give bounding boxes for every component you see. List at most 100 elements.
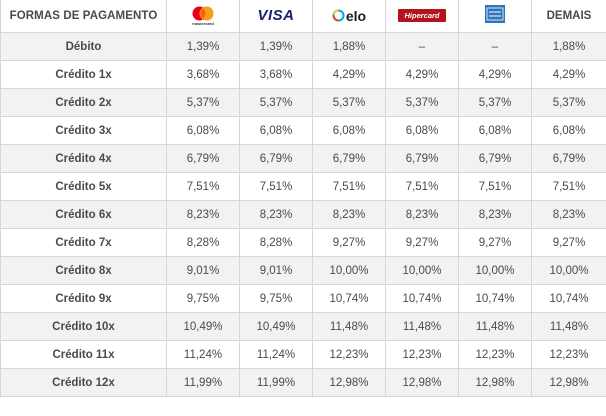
elo-rate-cell: 5,37% (312, 88, 386, 117)
visa-rate-cell: 9,01% (239, 256, 313, 285)
row-label: Crédito 10x (0, 312, 167, 341)
mastercard-rate-cell: 6,79% (166, 144, 240, 173)
elo-ring-icon (332, 9, 345, 22)
hipercard-rate-cell: 10,00% (385, 256, 459, 285)
amex-rate-cell: 5,37% (458, 88, 532, 117)
amex-rate-cell: 11,48% (458, 312, 532, 341)
table-row: Crédito 11x 11,24% 11,24% 12,23% 12,23% 12,23… (0, 340, 606, 369)
row-label: Crédito 6x (0, 200, 167, 229)
demais-rate-cell: 8,23% (531, 200, 606, 229)
hipercard-rate-cell: 5,37% (385, 88, 459, 117)
hipercard-rate-cell: 6,79% (385, 144, 459, 173)
visa-rate-cell: 9,75% (239, 284, 313, 313)
visa-rate-cell: 6,08% (239, 116, 313, 145)
visa-rate-cell: 8,28% (239, 228, 313, 257)
table-row: Débito 1,39% 1,39% 1,88% – –1,88% (0, 32, 606, 61)
row-label: Crédito 11x (0, 340, 167, 369)
table-row: Crédito 2x 5,37% 5,37% 5,37% 5,37% 5,37% 5,37% (0, 88, 606, 117)
payment-rates-table: FORMAS DE PAGAMENTO mastercard VISA (0, 0, 606, 397)
mastercard-rate-cell: 6,08% (166, 116, 240, 145)
amex-rate-cell: 9,27% (458, 228, 532, 257)
mastercard-rate-cell: 8,28% (166, 228, 240, 257)
table-row: Crédito 3x 6,08% 6,08% 6,08% 6,08% 6,08% 6,08% (0, 116, 606, 145)
elo-rate-cell: 9,27% (312, 228, 386, 257)
hipercard-rate-cell: 8,23% (385, 200, 459, 229)
amex-badge-icon (485, 5, 505, 23)
mastercard-rate-cell: 10,49% (166, 312, 240, 341)
demais-rate-cell: 7,51% (531, 172, 606, 201)
visa-rate-cell: 3,68% (239, 60, 313, 89)
demais-header: DEMAIS (531, 0, 606, 33)
row-label: Crédito 9x (0, 284, 167, 313)
row-label: Crédito 1x (0, 60, 167, 89)
elo-rate-cell: 12,23% (312, 340, 386, 369)
table-row: Crédito 1x 3,68% 3,68% 4,29% 4,29% 4,29% 4,29% (0, 60, 606, 89)
visa-rate-cell: 11,24% (239, 340, 313, 369)
amex-rate-cell: – (458, 32, 532, 61)
mastercard-rate-cell: 3,68% (166, 60, 240, 89)
amex-rate-cell: 8,23% (458, 200, 532, 229)
row-label: Crédito 2x (0, 88, 167, 117)
table-row: Crédito 4x 6,79% 6,79% 6,79% 6,79% 6,79% 6,79% (0, 144, 606, 173)
table-row: Crédito 6x 8,23% 8,23% 8,23% 8,23% 8,23% 8,23% (0, 200, 606, 229)
demais-rate-cell: 1,88% (531, 32, 606, 61)
elo-header: elo (312, 0, 386, 33)
elo-rate-cell: 6,08% (312, 116, 386, 145)
table-row: Crédito 5x 7,51% 7,51% 7,51% 7,51% 7,51% 7,51% (0, 172, 606, 201)
elo-rate-cell: 10,00% (312, 256, 386, 285)
hipercard-rate-cell: – (385, 32, 459, 61)
mastercard-wordmark: mastercard (192, 20, 214, 26)
hipercard-rate-cell: 7,51% (385, 172, 459, 201)
visa-rate-cell: 11,99% (239, 368, 313, 397)
hipercard-rate-cell: 4,29% (385, 60, 459, 89)
row-label: Crédito 4x (0, 144, 167, 173)
visa-rate-cell: 8,23% (239, 200, 313, 229)
amex-rate-cell: 10,74% (458, 284, 532, 313)
mastercard-rate-cell: 11,99% (166, 368, 240, 397)
visa-rate-cell: 6,79% (239, 144, 313, 173)
hipercard-rate-cell: 10,74% (385, 284, 459, 313)
demais-rate-cell: 11,48% (531, 312, 606, 341)
elo-rate-cell: 7,51% (312, 172, 386, 201)
visa-rate-cell: 1,39% (239, 32, 313, 61)
demais-rate-cell: 6,08% (531, 116, 606, 145)
visa-rate-cell: 7,51% (239, 172, 313, 201)
hipercard-rate-cell: 9,27% (385, 228, 459, 257)
elo-rate-cell: 8,23% (312, 200, 386, 229)
row-label: Crédito 8x (0, 256, 167, 285)
hipercard-rate-cell: 12,98% (385, 368, 459, 397)
visa-rate-cell: 10,49% (239, 312, 313, 341)
demais-rate-cell: 10,74% (531, 284, 606, 313)
table-row: Crédito 10x 10,49% 10,49% 11,48% 11,48% 11,48… (0, 312, 606, 341)
table-row: Crédito 12x 11,99% 11,99% 12,98% 12,98% 12,98… (0, 368, 606, 397)
amex-rate-cell: 10,00% (458, 256, 532, 285)
visa-rate-cell: 5,37% (239, 88, 313, 117)
mastercard-rate-cell: 8,23% (166, 200, 240, 229)
demais-rate-cell: 12,98% (531, 368, 606, 397)
mastercard-circles (192, 6, 214, 20)
row-label: Débito (0, 32, 167, 61)
amex-header (458, 0, 532, 33)
demais-rate-cell: 9,27% (531, 228, 606, 257)
demais-rate-cell: 10,00% (531, 256, 606, 285)
demais-rate-cell: 5,37% (531, 88, 606, 117)
amex-rate-cell: 6,79% (458, 144, 532, 173)
elo-rate-cell: 11,48% (312, 312, 386, 341)
hipercard-rate-cell: 11,48% (385, 312, 459, 341)
demais-rate-cell: 6,79% (531, 144, 606, 173)
amex-rate-cell: 7,51% (458, 172, 532, 201)
elo-rate-cell: 1,88% (312, 32, 386, 61)
mastercard-rate-cell: 5,37% (166, 88, 240, 117)
table-row: Crédito 7x 8,28% 8,28% 9,27% 9,27% 9,27% 9,27% (0, 228, 606, 257)
demais-rate-cell: 12,23% (531, 340, 606, 369)
hipercard-logo-icon: Hipercard (398, 9, 446, 22)
mastercard-rate-cell: 7,51% (166, 172, 240, 201)
row-label: Crédito 5x (0, 172, 167, 201)
amex-rate-cell: 12,98% (458, 368, 532, 397)
table-row: Crédito 8x 9,01% 9,01% 10,00% 10,00% 10,00% 10… (0, 256, 606, 285)
elo-rate-cell: 4,29% (312, 60, 386, 89)
mastercard-rate-cell: 1,39% (166, 32, 240, 61)
mastercard-rate-cell: 9,75% (166, 284, 240, 313)
elo-rate-cell: 12,98% (312, 368, 386, 397)
hipercard-header: Hipercard (385, 0, 459, 33)
